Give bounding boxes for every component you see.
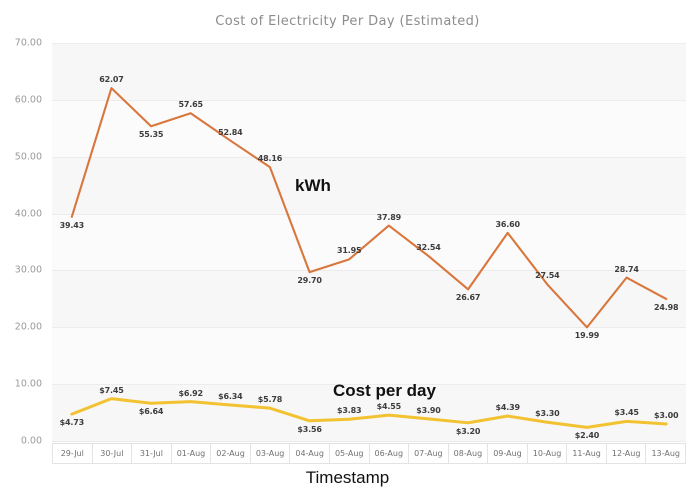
y-axis-tick-label: 50.00 <box>14 151 42 163</box>
y-axis-tick-label: 60.00 <box>14 94 42 106</box>
data-point-label: $3.20 <box>455 426 481 436</box>
data-point-label: $3.56 <box>297 424 322 434</box>
plot-band <box>52 384 686 441</box>
x-axis-tick-label: 13-Aug <box>646 443 686 464</box>
x-axis-tick-label: 07-Aug <box>409 443 449 464</box>
data-point-label: $6.64 <box>138 407 164 417</box>
data-point-label: 24.98 <box>654 302 679 312</box>
series-line-kwh <box>70 87 668 329</box>
data-point-label: 36.60 <box>495 219 521 229</box>
series-lines <box>70 87 668 429</box>
y-axis-tick-label: 20.00 <box>14 321 42 333</box>
data-point-label: 39.43 <box>59 220 85 230</box>
data-point-label: 55.35 <box>138 130 164 140</box>
data-point-label: 57.65 <box>178 100 204 110</box>
x-axis: 29-Jul 30-Jul 31-Jul 01-Aug 02-Aug 03-Aug 04-A… <box>52 443 686 464</box>
data-point-label: 19.99 <box>574 331 600 341</box>
x-axis-tick-label: 06-Aug <box>369 443 410 464</box>
series-annotation-kwh: kWh <box>295 176 331 195</box>
data-point-label: $6.34 <box>218 391 243 401</box>
x-axis-tick-label: 12-Aug <box>606 443 647 464</box>
data-point-label: 28.74 <box>614 264 639 274</box>
data-point-label: $3.45 <box>614 408 639 418</box>
grid-line <box>52 99 686 101</box>
data-point-label: $3.90 <box>416 405 441 415</box>
plot-area: 39.43 62.07 55.35 57.65 52.84 48.16 29.70 31.95… <box>52 43 686 442</box>
grid-line <box>52 43 686 44</box>
plot-band <box>52 156 686 214</box>
y-axis-tick-label: 10.00 <box>14 378 42 390</box>
data-point-label: $5.78 <box>257 395 283 405</box>
data-point-label: $6.92 <box>178 388 204 398</box>
grid-line <box>52 327 686 329</box>
grid-line <box>52 441 686 442</box>
data-point-label: $4.39 <box>495 403 521 413</box>
x-axis-tick-label: 04-Aug <box>290 443 330 464</box>
y-axis: 0.00 10.00 20.00 30.00 40.00 50.00 60.00 70.00 <box>0 38 46 447</box>
data-point-label: 29.70 <box>297 276 322 286</box>
x-axis-tick-label: 31-Jul <box>132 443 172 464</box>
data-point-label: $4.73 <box>59 418 85 428</box>
x-axis-tick-label: 02-Aug <box>211 443 251 464</box>
plot-band <box>52 43 686 100</box>
grid-line <box>52 156 686 158</box>
x-axis-tick-label: 09-Aug <box>488 443 528 464</box>
series-annotation-cost: Cost per day <box>333 381 436 400</box>
x-axis-tick-label: 29-Jul <box>52 443 93 464</box>
x-axis-tick-label: 30-Jul <box>92 443 133 464</box>
x-axis-tick-label: 08-Aug <box>448 443 489 464</box>
plot-band <box>52 270 686 328</box>
x-axis-tick-label: 01-Aug <box>171 443 212 464</box>
data-point-label: $7.45 <box>99 385 124 395</box>
grid-line <box>52 384 686 386</box>
chart-title: Cost of Electricity Per Day (Estimated) <box>215 14 480 29</box>
data-point-label: 31.95 <box>337 246 362 256</box>
grid-line <box>52 270 686 272</box>
data-point-label: 48.16 <box>257 154 283 164</box>
y-axis-tick-label: 70.00 <box>14 37 42 49</box>
x-axis-title: Timestamp <box>305 468 390 487</box>
data-point-label: 52.84 <box>218 127 243 137</box>
data-point-label: 62.07 <box>99 75 124 85</box>
series-line-cost <box>70 397 668 429</box>
data-point-label: 27.54 <box>535 271 560 281</box>
data-point-label: $3.00 <box>654 410 679 420</box>
x-axis-tick-label: 10-Aug <box>527 443 568 464</box>
data-point-label: $2.40 <box>574 431 600 441</box>
x-axis-tick-label: 03-Aug <box>250 443 291 464</box>
data-point-label: 37.89 <box>376 212 402 222</box>
data-point-label: 32.54 <box>416 242 441 252</box>
y-axis-tick-label: 40.00 <box>14 208 42 220</box>
y-axis-tick-label: 30.00 <box>14 264 42 276</box>
grid-line <box>52 213 686 215</box>
data-point-label: 26.67 <box>455 293 481 303</box>
y-axis-tick-label: 0.00 <box>20 435 42 447</box>
data-point-label: $3.83 <box>337 406 362 416</box>
x-axis-tick-label: 05-Aug <box>329 443 370 464</box>
x-axis-tick-label: 11-Aug <box>567 443 607 464</box>
data-point-label: $3.30 <box>535 409 560 419</box>
data-point-label: $4.55 <box>376 402 402 412</box>
